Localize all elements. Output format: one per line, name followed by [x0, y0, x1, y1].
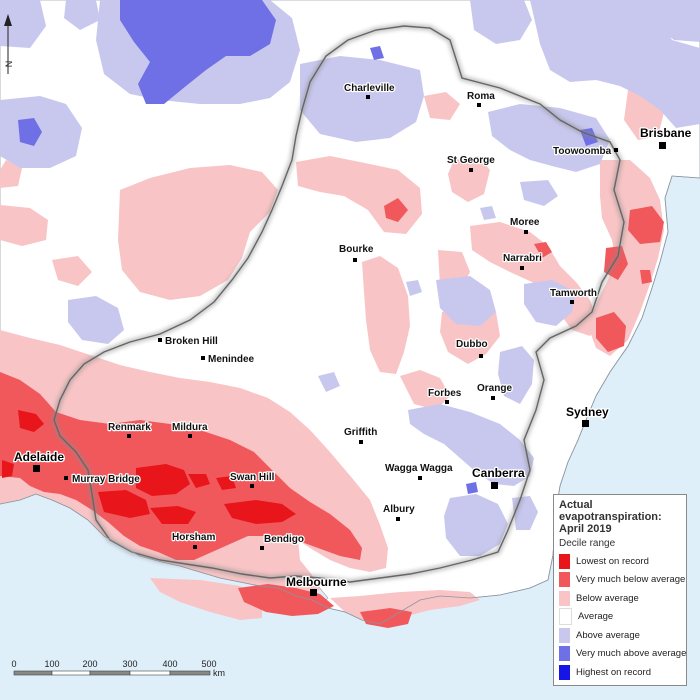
city-label-brisbane: Brisbane: [640, 126, 692, 140]
city-label-sydney: Sydney: [566, 405, 609, 419]
town-label-bendigo: Bendigo: [264, 534, 304, 545]
city-marker: [582, 420, 589, 427]
town-label-forbes: Forbes: [428, 388, 462, 399]
legend-subtitle: Decile range: [559, 538, 616, 549]
city-marker: [659, 142, 666, 149]
town-marker: [250, 484, 254, 488]
legend-swatch: [559, 608, 572, 626]
town-labels: Charleville Roma St George Toowoomba Mor…: [71, 82, 613, 546]
very-much-above-average-areas: [18, 0, 598, 494]
town-marker: [188, 434, 192, 438]
scale-tick-100: 100: [44, 659, 59, 669]
scale-tick-200: 200: [82, 659, 97, 669]
town-label-murray-bridge: Murray Bridge: [72, 474, 140, 485]
town-marker: [127, 434, 131, 438]
town-marker: [359, 440, 363, 444]
north-arrow-label: N: [4, 61, 14, 68]
town-label-wagga-wagga: Wagga Wagga: [385, 463, 453, 474]
town-marker: [614, 148, 618, 152]
scale-tick-400: 400: [162, 659, 177, 669]
town-marker: [193, 545, 197, 549]
town-marker: [524, 230, 528, 234]
town-marker: [445, 400, 449, 404]
coastline: [0, 175, 700, 625]
legend-item-label: Average: [578, 611, 614, 623]
legend-swatch: [559, 590, 570, 606]
town-label-bourke: Bourke: [339, 244, 374, 255]
legend-swatch: [559, 553, 570, 569]
legend-item-label: Highest on record: [576, 666, 651, 678]
town-label-renmark: Renmark: [108, 422, 151, 433]
city-markers: [33, 142, 666, 596]
legend-item: Average: [559, 608, 681, 627]
legend-item: Below average: [559, 589, 681, 608]
scale-tick-500: 500: [201, 659, 216, 669]
town-label-griffith: Griffith: [344, 427, 377, 438]
town-marker: [491, 396, 495, 400]
basin-border: [53, 25, 625, 583]
legend-swatch: [559, 646, 570, 662]
town-label-menindee: Menindee: [208, 354, 255, 365]
legend-item-label: Very much below average: [576, 574, 686, 586]
town-markers: [64, 95, 618, 550]
city-marker: [33, 465, 40, 472]
town-marker: [396, 517, 400, 521]
scale-tick-300: 300: [122, 659, 137, 669]
city-marker: [491, 482, 498, 489]
city-labels: Brisbane Sydney Canberra Adelaide Melbou…: [13, 125, 693, 591]
legend: Actual evapotranspiration: April 2019 De…: [553, 494, 687, 686]
legend-item: Highest on record: [559, 663, 681, 682]
legend-swatch: [559, 627, 570, 643]
town-label-narrabri: Narrabri: [503, 253, 542, 264]
legend-item: Very much below average: [559, 571, 685, 590]
legend-item-label: Above average: [576, 629, 640, 641]
town-label-broken-hill: Broken Hill: [165, 336, 218, 347]
town-label-st-george: St George: [447, 155, 495, 166]
legend-swatch: [559, 664, 570, 680]
town-label-toowoomba: Toowoomba: [553, 146, 612, 157]
scale-tick-0: 0: [11, 659, 16, 669]
legend-item: Lowest on record: [559, 552, 681, 571]
town-label-charleville: Charleville: [344, 83, 395, 94]
legend-item: Above average: [559, 626, 681, 645]
town-marker: [366, 95, 370, 99]
town-label-moree: Moree: [510, 217, 540, 228]
legend-item-label: Below average: [576, 592, 639, 604]
city-label-melbourne: Melbourne: [286, 575, 347, 589]
town-marker: [520, 266, 524, 270]
town-label-dubbo: Dubbo: [456, 339, 488, 350]
city-marker: [310, 589, 317, 596]
town-label-roma: Roma: [467, 91, 495, 102]
town-marker: [477, 103, 481, 107]
legend-item: Very much above average: [559, 645, 686, 664]
legend-title: Actual evapotranspiration: April 2019: [559, 499, 662, 535]
lowest-on-record-areas: [2, 410, 296, 524]
town-label-orange: Orange: [477, 383, 512, 394]
town-label-horsham: Horsham: [172, 532, 215, 543]
town-marker: [353, 258, 357, 262]
town-marker: [260, 546, 264, 550]
town-marker: [469, 168, 473, 172]
town-marker: [64, 476, 68, 480]
legend-items: Lowest on record Very much below average B…: [559, 552, 686, 682]
town-marker: [201, 356, 205, 360]
town-marker: [479, 354, 483, 358]
town-label-albury: Albury: [383, 504, 415, 515]
city-label-canberra: Canberra: [472, 466, 525, 480]
legend-swatch: [559, 572, 570, 588]
town-label-mildura: Mildura: [172, 422, 208, 433]
town-marker: [570, 300, 574, 304]
scale-unit: km: [213, 668, 225, 678]
legend-item-label: Lowest on record: [576, 555, 649, 567]
town-marker: [418, 476, 422, 480]
town-marker: [158, 338, 162, 342]
north-arrow: N: [4, 14, 14, 74]
scale-bar: 0 100 200 300 400 500 km: [11, 659, 225, 678]
town-label-swan-hill: Swan Hill: [230, 472, 275, 483]
city-label-adelaide: Adelaide: [14, 450, 64, 464]
legend-item-label: Very much above average: [576, 648, 687, 660]
town-label-tamworth: Tamworth: [550, 288, 597, 299]
